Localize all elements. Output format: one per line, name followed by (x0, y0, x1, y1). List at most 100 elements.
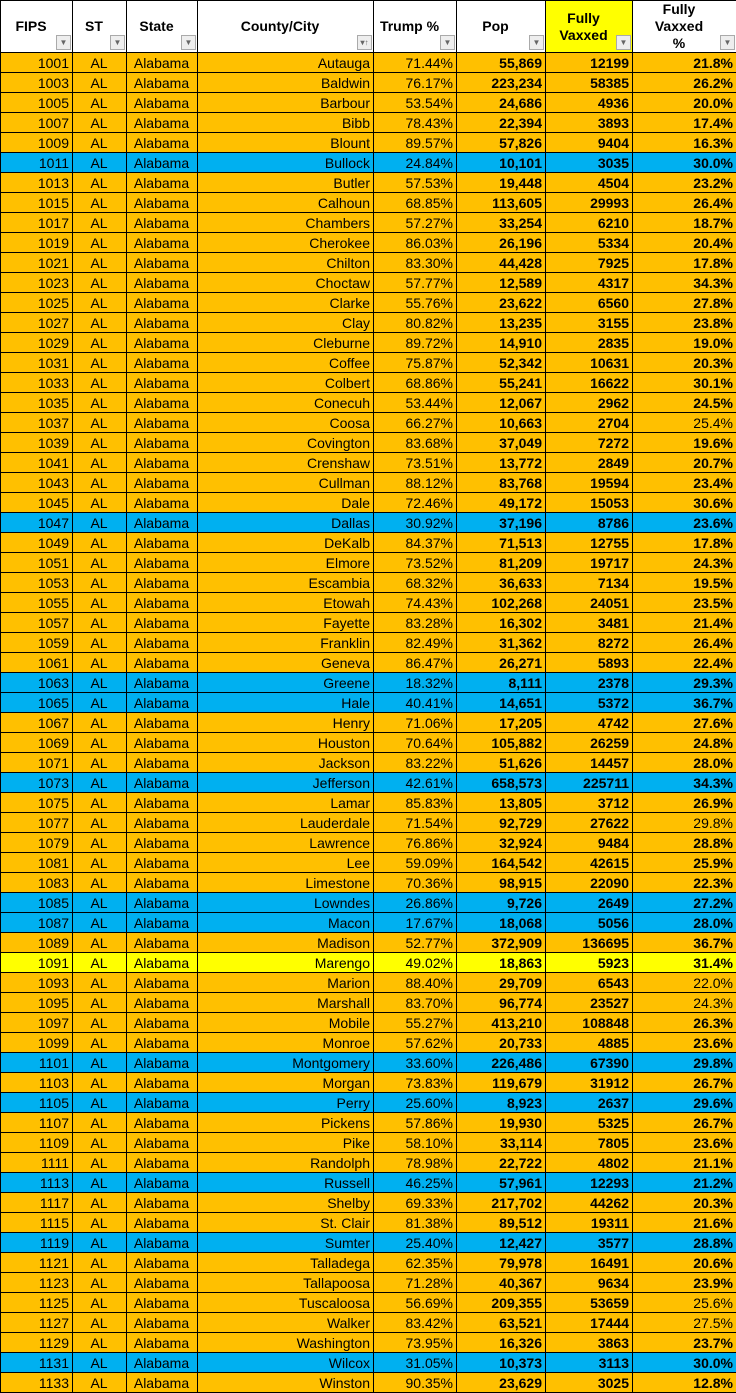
cell-fully-vaxxed[interactable]: 8272 (546, 633, 633, 653)
cell-state[interactable]: Alabama (127, 793, 198, 813)
cell-pop[interactable]: 18,863 (457, 953, 546, 973)
cell-fully-vaxxed-pct[interactable]: 21.2% (633, 1173, 736, 1193)
cell-fully-vaxxed[interactable]: 4742 (546, 713, 633, 733)
cell-fully-vaxxed-pct[interactable]: 23.8% (633, 313, 736, 333)
filter-dropdown-icon[interactable]: ▼ (440, 35, 455, 50)
cell-fully-vaxxed[interactable]: 5893 (546, 653, 633, 673)
cell-fips[interactable]: 1101 (1, 1053, 73, 1073)
cell-fips[interactable]: 1121 (1, 1253, 73, 1273)
cell-fully-vaxxed-pct[interactable]: 21.8% (633, 53, 736, 73)
cell-fully-vaxxed-pct[interactable]: 26.4% (633, 633, 736, 653)
cell-st[interactable]: AL (73, 173, 127, 193)
cell-st[interactable]: AL (73, 233, 127, 253)
cell-fully-vaxxed-pct[interactable]: 23.7% (633, 1333, 736, 1353)
cell-fips[interactable]: 1057 (1, 613, 73, 633)
cell-fully-vaxxed-pct[interactable]: 19.5% (633, 573, 736, 593)
cell-fully-vaxxed-pct[interactable]: 17.4% (633, 113, 736, 133)
cell-st[interactable]: AL (73, 473, 127, 493)
cell-fully-vaxxed-pct[interactable]: 16.3% (633, 133, 736, 153)
cell-state[interactable]: Alabama (127, 1313, 198, 1333)
cell-fips[interactable]: 1097 (1, 1013, 73, 1033)
cell-fully-vaxxed-pct[interactable]: 29.8% (633, 1053, 736, 1073)
cell-state[interactable]: Alabama (127, 253, 198, 273)
cell-state[interactable]: Alabama (127, 1253, 198, 1273)
cell-trump-pct[interactable]: 68.32% (374, 573, 457, 593)
cell-trump-pct[interactable]: 55.76% (374, 293, 457, 313)
cell-state[interactable]: Alabama (127, 193, 198, 213)
cell-county[interactable]: Escambia (198, 573, 374, 593)
cell-fips[interactable]: 1051 (1, 553, 73, 573)
cell-county[interactable]: Franklin (198, 633, 374, 653)
cell-fips[interactable]: 1127 (1, 1313, 73, 1333)
cell-fully-vaxxed[interactable]: 58385 (546, 73, 633, 93)
cell-trump-pct[interactable]: 73.52% (374, 553, 457, 573)
cell-st[interactable]: AL (73, 293, 127, 313)
cell-fully-vaxxed[interactable]: 5923 (546, 953, 633, 973)
cell-county[interactable]: Baldwin (198, 73, 374, 93)
cell-fully-vaxxed[interactable]: 9404 (546, 133, 633, 153)
cell-county[interactable]: Clarke (198, 293, 374, 313)
cell-county[interactable]: Sumter (198, 1233, 374, 1253)
cell-fips[interactable]: 1049 (1, 533, 73, 553)
cell-pop[interactable]: 96,774 (457, 993, 546, 1013)
cell-fips[interactable]: 1023 (1, 273, 73, 293)
cell-county[interactable]: Chambers (198, 213, 374, 233)
cell-fully-vaxxed-pct[interactable]: 24.5% (633, 393, 736, 413)
cell-state[interactable]: Alabama (127, 753, 198, 773)
cell-fully-vaxxed-pct[interactable]: 22.0% (633, 973, 736, 993)
cell-fully-vaxxed[interactable]: 3155 (546, 313, 633, 333)
cell-fully-vaxxed[interactable]: 44262 (546, 1193, 633, 1213)
cell-fully-vaxxed[interactable]: 12199 (546, 53, 633, 73)
cell-trump-pct[interactable]: 89.72% (374, 333, 457, 353)
cell-trump-pct[interactable]: 30.92% (374, 513, 457, 533)
cell-pop[interactable]: 372,909 (457, 933, 546, 953)
cell-st[interactable]: AL (73, 733, 127, 753)
cell-trump-pct[interactable]: 73.83% (374, 1073, 457, 1093)
cell-fips[interactable]: 1027 (1, 313, 73, 333)
cell-st[interactable]: AL (73, 153, 127, 173)
cell-st[interactable]: AL (73, 653, 127, 673)
filter-dropdown-icon[interactable]: ▼ (720, 35, 735, 50)
cell-trump-pct[interactable]: 72.46% (374, 493, 457, 513)
cell-fully-vaxxed[interactable]: 3712 (546, 793, 633, 813)
cell-fully-vaxxed[interactable]: 6210 (546, 213, 633, 233)
cell-fips[interactable]: 1005 (1, 93, 73, 113)
cell-state[interactable]: Alabama (127, 1153, 198, 1173)
cell-trump-pct[interactable]: 52.77% (374, 933, 457, 953)
cell-state[interactable]: Alabama (127, 293, 198, 313)
cell-trump-pct[interactable]: 69.33% (374, 1193, 457, 1213)
cell-st[interactable]: AL (73, 1353, 127, 1373)
cell-county[interactable]: Calhoun (198, 193, 374, 213)
cell-st[interactable]: AL (73, 673, 127, 693)
cell-fully-vaxxed-pct[interactable]: 26.9% (633, 793, 736, 813)
cell-county[interactable]: Barbour (198, 93, 374, 113)
cell-state[interactable]: Alabama (127, 1273, 198, 1293)
cell-fully-vaxxed[interactable]: 14457 (546, 753, 633, 773)
cell-trump-pct[interactable]: 83.42% (374, 1313, 457, 1333)
cell-trump-pct[interactable]: 83.22% (374, 753, 457, 773)
cell-fully-vaxxed-pct[interactable]: 22.4% (633, 653, 736, 673)
cell-pop[interactable]: 113,605 (457, 193, 546, 213)
cell-trump-pct[interactable]: 76.86% (374, 833, 457, 853)
cell-fully-vaxxed[interactable]: 136695 (546, 933, 633, 953)
cell-st[interactable]: AL (73, 493, 127, 513)
cell-fips[interactable]: 1113 (1, 1173, 73, 1193)
cell-fully-vaxxed-pct[interactable]: 23.6% (633, 513, 736, 533)
cell-pop[interactable]: 49,172 (457, 493, 546, 513)
sort-ascending-icon[interactable]: ▾↑ (357, 35, 372, 50)
cell-fully-vaxxed[interactable]: 12293 (546, 1173, 633, 1193)
cell-st[interactable]: AL (73, 1153, 127, 1173)
cell-st[interactable]: AL (73, 213, 127, 233)
cell-county[interactable]: Lauderdale (198, 813, 374, 833)
cell-fully-vaxxed[interactable]: 31912 (546, 1073, 633, 1093)
cell-fips[interactable]: 1109 (1, 1133, 73, 1153)
cell-state[interactable]: Alabama (127, 853, 198, 873)
cell-st[interactable]: AL (73, 1253, 127, 1273)
cell-fips[interactable]: 1115 (1, 1213, 73, 1233)
cell-fully-vaxxed[interactable]: 23527 (546, 993, 633, 1013)
cell-fips[interactable]: 1047 (1, 513, 73, 533)
cell-county[interactable]: Mobile (198, 1013, 374, 1033)
cell-trump-pct[interactable]: 86.03% (374, 233, 457, 253)
cell-fully-vaxxed-pct[interactable]: 26.7% (633, 1113, 736, 1133)
cell-county[interactable]: Shelby (198, 1193, 374, 1213)
